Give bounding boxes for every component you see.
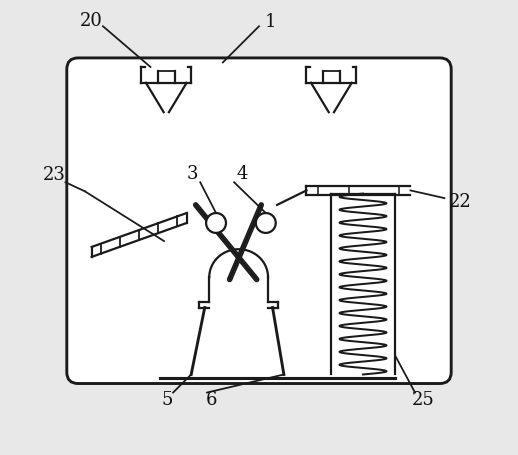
FancyBboxPatch shape — [67, 58, 451, 384]
Text: 6: 6 — [206, 391, 217, 409]
Circle shape — [206, 213, 226, 233]
Text: 25: 25 — [411, 391, 434, 409]
Text: 4: 4 — [236, 165, 248, 183]
Text: 5: 5 — [162, 391, 174, 409]
Text: 1: 1 — [265, 13, 276, 31]
Text: 23: 23 — [42, 167, 66, 184]
Text: 20: 20 — [79, 12, 102, 30]
Circle shape — [256, 213, 276, 233]
Text: 3: 3 — [186, 165, 198, 183]
Text: 22: 22 — [449, 193, 471, 211]
